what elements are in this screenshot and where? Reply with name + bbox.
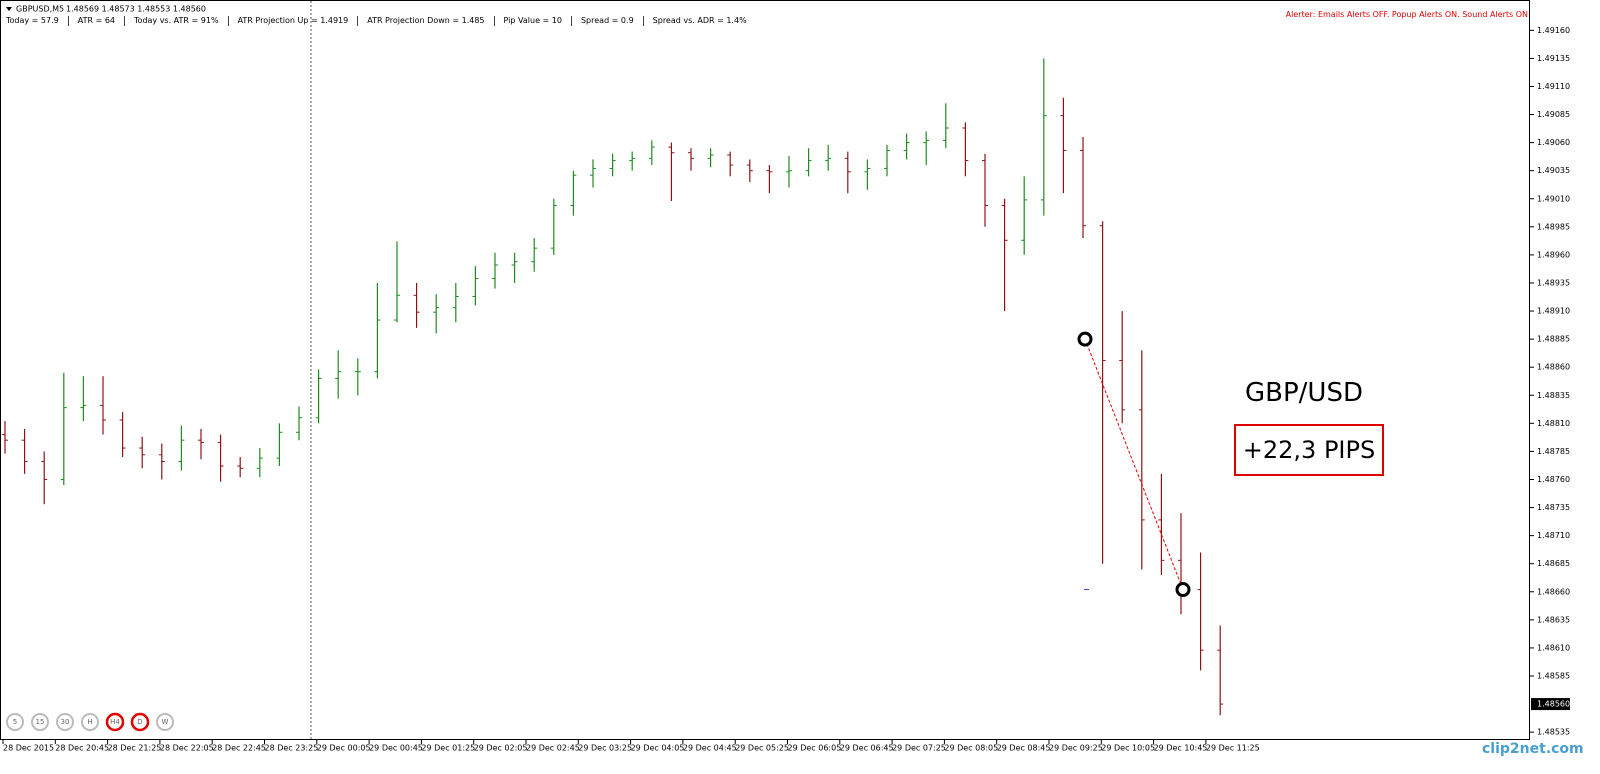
timeframe-button[interactable]: W	[156, 713, 174, 731]
x-tick-label: 29 Dec 00:05	[317, 744, 371, 753]
y-tick-label: 1.48810	[1537, 419, 1570, 428]
y-tick-label: 1.48960	[1537, 250, 1570, 259]
last-price-label: 1.48560	[1537, 700, 1570, 709]
x-tick-label: 29 Dec 01:25	[421, 744, 475, 753]
trade-line	[1084, 338, 1184, 590]
info-item: ATR Projection Up = 1.4919	[227, 16, 358, 26]
y-tick-label: 1.49135	[1537, 54, 1570, 63]
plot-frame	[0, 0, 1530, 740]
y-tick-label: 1.48985	[1537, 222, 1570, 231]
x-tick-label: 29 Dec 09:25	[1049, 744, 1103, 753]
annotation: GBP/USD	[1245, 378, 1363, 408]
y-tick-label: 1.49085	[1537, 110, 1570, 119]
x-tick-label: 29 Dec 04:05	[631, 744, 685, 753]
y-tick-label: 1.48660	[1537, 587, 1570, 596]
y-tick-label: 1.48685	[1537, 559, 1570, 568]
x-tick-label: 28 Dec 22:05	[160, 744, 214, 753]
last-price-box	[1531, 698, 1570, 711]
timeframe-button[interactable]: D	[130, 712, 150, 732]
timeframe-button[interactable]: 30	[56, 713, 74, 731]
timeframe-label: 30	[61, 718, 70, 726]
x-tick-label: 29 Dec 07:25	[892, 744, 946, 753]
timeframe-button[interactable]: H4	[105, 712, 125, 732]
timeframe-label: H	[87, 718, 92, 726]
menu-arrow[interactable]	[6, 7, 12, 11]
y-tick-label: 1.48885	[1537, 335, 1570, 344]
x-tick-label: 28 Dec 21:25	[108, 744, 162, 753]
y-tick-label: 1.48935	[1537, 278, 1570, 287]
x-tick-label: 29 Dec 00:45	[369, 744, 423, 753]
x-tick-label: 29 Dec 08:05	[944, 744, 998, 753]
y-tick-label: 1.48735	[1537, 503, 1570, 512]
indicator-info: Today = 57.9 ATR = 64 Today vs. ATR = 91% A…	[6, 16, 756, 26]
x-tick-label: 28 Dec 20:45	[55, 744, 109, 753]
x-tick-label: 29 Dec 05:25	[735, 744, 789, 753]
timeframe-ring	[105, 712, 125, 732]
y-tick-label: 1.48910	[1537, 307, 1570, 316]
y-tick-label: 1.48635	[1537, 615, 1570, 624]
timeframe-ring	[56, 713, 74, 731]
x-tick-label: 29 Dec 08:45	[997, 744, 1051, 753]
timeframe-ring	[81, 713, 99, 731]
y-tick-label: 1.49010	[1537, 194, 1570, 203]
x-tick-label: 29 Dec 02:05	[474, 744, 528, 753]
y-tick-label: 1.48710	[1537, 531, 1570, 540]
y-tick-label: 1.48835	[1537, 391, 1570, 400]
timeframe-label: W	[162, 718, 169, 726]
x-tick-label: 29 Dec 10:45	[1154, 744, 1208, 753]
info-item: Pip Value = 10	[493, 16, 571, 26]
info-item: ATR = 64	[67, 16, 124, 26]
timeframe-label: 5	[13, 718, 17, 726]
y-tick-label: 1.49035	[1537, 166, 1570, 175]
y-tick-label: 1.48585	[1537, 671, 1570, 680]
timeframe-label: 15	[36, 718, 45, 726]
x-tick-label: 29 Dec 06:45	[840, 744, 894, 753]
timeframe-label: H4	[110, 718, 120, 726]
chart-title: GBPUSD,M5	[16, 5, 64, 14]
y-tick-label: 1.48610	[1537, 643, 1570, 652]
alerter-status: Alerter: Emails Alerts OFF. Popup Alerts…	[1285, 10, 1528, 19]
x-tick-label: 29 Dec 02:45	[526, 744, 580, 753]
trade-entry	[1077, 331, 1093, 347]
timeframe-label: D	[137, 718, 142, 726]
y-tick-label: 1.48785	[1537, 447, 1570, 456]
y-tick-label: 1.49160	[1537, 26, 1570, 35]
timeframe-ring	[130, 712, 150, 732]
quote: 1.48569 1.48573 1.48553 1.48560	[66, 5, 206, 14]
x-tick-label: 29 Dec 03:25	[578, 744, 632, 753]
timeframe-ring	[156, 713, 174, 731]
timeframe-button[interactable]: 15	[31, 713, 49, 731]
timeframe-button[interactable]: H	[81, 713, 99, 731]
info-item: Today vs. ATR = 91%	[124, 16, 228, 26]
x-tick-label: 29 Dec 10:05	[1101, 744, 1155, 753]
x-tick-label: 28 Dec 23:25	[265, 744, 319, 753]
y-tick-label: 1.48760	[1537, 475, 1570, 484]
info-item: Spread vs. ADR = 1.4%	[642, 16, 756, 26]
info-item: Today = 57.9	[6, 16, 59, 25]
watermark: clip2net.com	[1482, 741, 1584, 757]
timeframe-button[interactable]: 5	[6, 713, 24, 731]
timeframe-ring	[31, 713, 49, 731]
trade-exit	[1175, 582, 1191, 598]
x-tick-label: 29 Dec 04:45	[683, 744, 737, 753]
x-tick-label: 29 Dec 11:25	[1206, 744, 1260, 753]
timeframe-ring	[6, 713, 24, 731]
x-tick-label: 28 Dec 2015	[3, 744, 54, 753]
info-item: ATR Projection Down = 1.485	[357, 16, 493, 26]
y-tick-label: 1.48535	[1537, 728, 1570, 737]
y-tick-label: 1.49060	[1537, 138, 1570, 147]
x-tick-label: 29 Dec 06:05	[788, 744, 842, 753]
annotation-box: +22,3 PIPS	[1234, 424, 1384, 476]
info-item: Spread = 0.9	[570, 16, 643, 26]
y-tick-label: 1.49110	[1537, 82, 1570, 91]
x-tick-label: 28 Dec 22:45	[212, 744, 266, 753]
y-tick-label: 1.48860	[1537, 363, 1570, 372]
